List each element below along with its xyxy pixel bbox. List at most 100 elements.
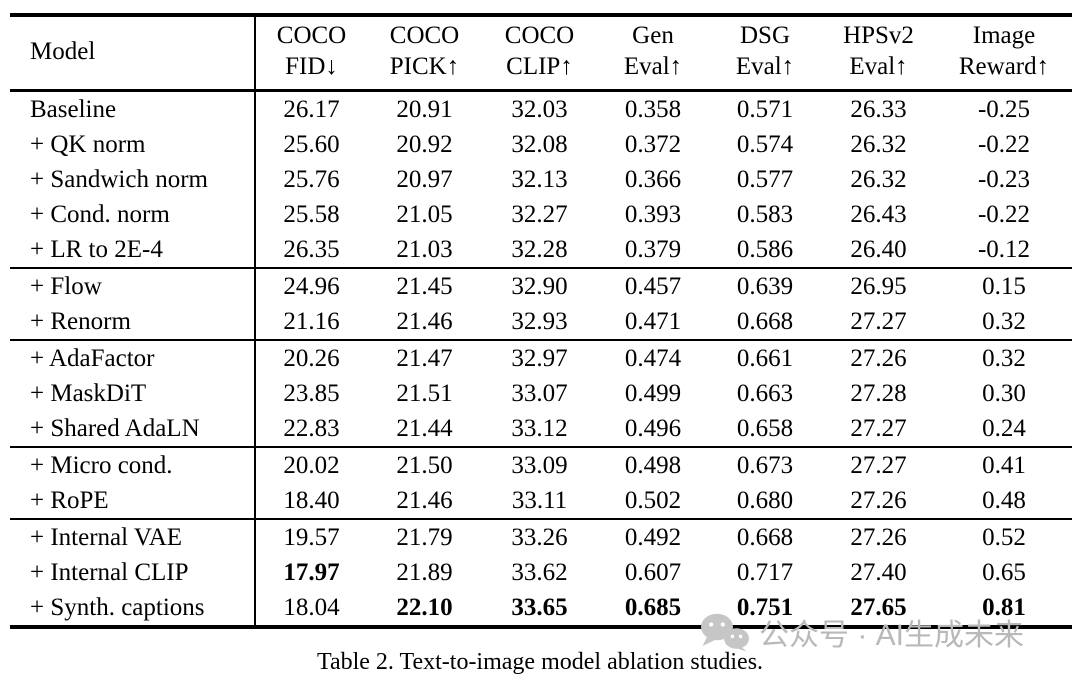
value-cell: 32.13 bbox=[511, 166, 568, 193]
value-cell: 22.10 bbox=[396, 594, 453, 621]
value-cell: 0.661 bbox=[709, 339, 821, 376]
value-cell: 21.16 bbox=[283, 308, 340, 335]
value-cell: 0.658 bbox=[736, 415, 794, 442]
value-cell: 0.498 bbox=[597, 446, 709, 483]
model-cell: + LR to 2E-4 bbox=[10, 232, 256, 268]
wechat-icon bbox=[698, 612, 750, 652]
header-line1: Gen bbox=[632, 22, 674, 49]
column-header-eval: DSG Eval↑ bbox=[709, 15, 821, 92]
value-cell: -0.23 bbox=[977, 166, 1031, 193]
column-header-pick: COCO PICK↑ bbox=[367, 15, 482, 92]
value-cell: 0.358 bbox=[624, 96, 682, 123]
model-cell: Baseline bbox=[10, 90, 256, 127]
value-cell: 27.27 bbox=[850, 415, 907, 442]
value-cell: 33.09 bbox=[482, 446, 597, 483]
value-cell: 21.45 bbox=[367, 267, 482, 304]
table-row: + Synth. captions 18.04 22.10 33.65 0.685 0.7… bbox=[10, 590, 1072, 627]
header-line1: Image bbox=[972, 22, 1036, 49]
header-line2: CLIP↑ bbox=[506, 53, 573, 80]
value-cell: 33.07 bbox=[511, 380, 568, 407]
value-cell: 0.680 bbox=[736, 487, 794, 514]
value-cell: 0.41 bbox=[936, 446, 1072, 483]
model-cell: + Cond. norm bbox=[10, 197, 256, 232]
value-cell: 27.40 bbox=[850, 559, 907, 586]
table-row: + Cond. norm 25.58 21.05 32.27 0.393 0.583 26.… bbox=[10, 197, 1072, 232]
value-cell: 26.32 bbox=[850, 166, 907, 193]
table-row: + RoPE 18.40 21.46 33.11 0.502 0.680 27.26 0.48 bbox=[10, 483, 1072, 519]
value-cell: 0.663 bbox=[736, 380, 794, 407]
value-cell: 27.65 bbox=[850, 594, 907, 621]
table-row: + Internal VAE 19.57 21.79 33.26 0.492 0.668 2… bbox=[10, 518, 1072, 555]
header-line2: Eval↑ bbox=[849, 53, 908, 80]
model-cell: + AdaFactor bbox=[10, 339, 256, 376]
value-cell: 27.26 bbox=[821, 339, 936, 376]
value-cell: 21.03 bbox=[396, 236, 453, 263]
model-cell: + Synth. captions bbox=[10, 590, 256, 627]
value-cell: 26.43 bbox=[850, 201, 907, 228]
value-cell: 26.17 bbox=[283, 96, 340, 123]
value-cell: 25.60 bbox=[283, 131, 340, 158]
value-cell: 0.81 bbox=[982, 594, 1026, 621]
header-line1: COCO bbox=[276, 22, 347, 49]
value-cell: 26.95 bbox=[821, 267, 936, 304]
value-cell: 21.44 bbox=[396, 415, 453, 442]
value-cell: 32.27 bbox=[511, 201, 568, 228]
value-cell: 0.751 bbox=[736, 594, 794, 621]
value-cell: 27.28 bbox=[850, 380, 907, 407]
value-cell: 0.24 bbox=[982, 415, 1026, 442]
value-cell: 0.717 bbox=[736, 559, 794, 586]
ablation-table: Model COCO FID↓ COCO PICK↑ COCO CLIP↑ Gen Eval↑… bbox=[10, 13, 1072, 629]
value-cell: 21.50 bbox=[367, 446, 482, 483]
table-row: + Renorm 21.16 21.46 32.93 0.471 0.668 27.27 0.… bbox=[10, 304, 1072, 340]
value-cell: 27.26 bbox=[850, 487, 907, 514]
header-line1: COCO bbox=[389, 22, 460, 49]
value-cell: 0.366 bbox=[624, 166, 682, 193]
value-cell: 21.05 bbox=[396, 201, 453, 228]
header-line2: Reward↑ bbox=[958, 53, 1050, 80]
value-cell: 21.46 bbox=[396, 308, 453, 335]
value-cell: 26.32 bbox=[850, 131, 907, 158]
value-cell: 20.02 bbox=[255, 446, 367, 483]
table-row: + Flow 24.96 21.45 32.90 0.457 0.639 26.95 0.15 bbox=[10, 267, 1072, 304]
value-cell: 20.92 bbox=[396, 131, 453, 158]
value-cell: -0.22 bbox=[977, 201, 1031, 228]
table-row: + MaskDiT 23.85 21.51 33.07 0.499 0.663 27.28 0… bbox=[10, 376, 1072, 411]
value-cell: 17.97 bbox=[283, 559, 340, 586]
header-line1: HPSv2 bbox=[843, 22, 914, 49]
value-cell: 0.668 bbox=[736, 308, 794, 335]
value-cell: 0.457 bbox=[597, 267, 709, 304]
value-cell: 0.372 bbox=[624, 131, 682, 158]
value-cell: 0.673 bbox=[709, 446, 821, 483]
column-header-reward: Image Reward↑ bbox=[936, 15, 1072, 92]
header-line2: Eval↑ bbox=[623, 53, 683, 80]
header-line1: DSG bbox=[739, 22, 790, 49]
model-cell: + Internal VAE bbox=[10, 518, 256, 555]
value-cell: 20.91 bbox=[396, 96, 453, 123]
value-cell: 24.96 bbox=[255, 267, 367, 304]
value-cell: 0.574 bbox=[736, 131, 794, 158]
column-header-model: Model bbox=[10, 15, 256, 92]
table-row: + Internal CLIP 17.97 21.89 33.62 0.607 0.717… bbox=[10, 555, 1072, 590]
column-header-eval: HPSv2 Eval↑ bbox=[821, 15, 936, 92]
value-cell: 0.471 bbox=[624, 308, 682, 335]
value-cell: 27.27 bbox=[821, 446, 936, 483]
header-row: Model COCO FID↓ COCO PICK↑ COCO CLIP↑ Gen Eval↑… bbox=[10, 15, 1072, 92]
value-cell: 27.27 bbox=[850, 308, 907, 335]
value-cell: 0.65 bbox=[982, 559, 1026, 586]
value-cell: 23.85 bbox=[283, 380, 340, 407]
value-cell: 0.474 bbox=[597, 339, 709, 376]
value-cell: 32.90 bbox=[482, 267, 597, 304]
value-cell: 21.47 bbox=[367, 339, 482, 376]
table-caption: Table 2. Text-to-image model ablation st… bbox=[316, 649, 764, 675]
model-cell: + Renorm bbox=[10, 304, 256, 340]
table-row: Baseline 26.17 20.91 32.03 0.358 0.571 26.33 -0… bbox=[10, 90, 1072, 127]
value-cell: 21.46 bbox=[396, 487, 453, 514]
column-header-clip: COCO CLIP↑ bbox=[482, 15, 597, 92]
value-cell: 33.26 bbox=[482, 518, 597, 555]
value-cell: 0.30 bbox=[982, 380, 1026, 407]
value-cell: 25.76 bbox=[283, 166, 340, 193]
table-row: + QK norm 25.60 20.92 32.08 0.372 0.574 26.32 -… bbox=[10, 127, 1072, 162]
value-cell: 26.40 bbox=[850, 236, 907, 263]
value-cell: 26.33 bbox=[850, 96, 907, 123]
